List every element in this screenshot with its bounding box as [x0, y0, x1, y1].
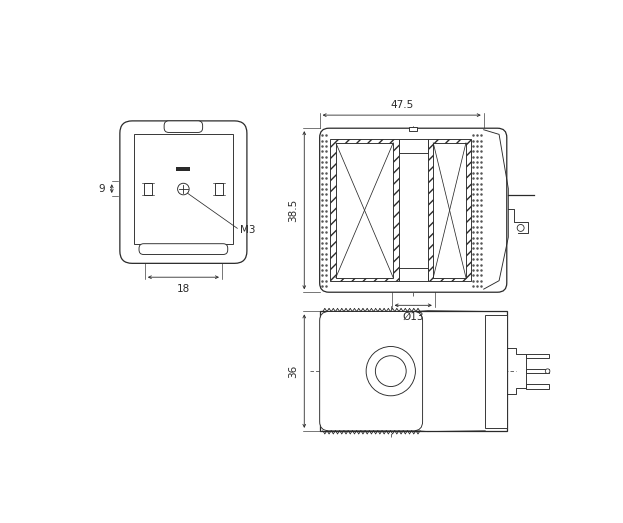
Circle shape — [517, 224, 524, 231]
Bar — [526, 384, 549, 389]
Text: 47.5: 47.5 — [390, 100, 413, 110]
Bar — [399, 139, 428, 153]
Circle shape — [178, 183, 189, 195]
Bar — [399, 268, 428, 281]
Text: Ø13: Ø13 — [402, 312, 424, 322]
Circle shape — [545, 369, 550, 373]
Bar — [134, 134, 232, 244]
Text: 36: 36 — [288, 365, 298, 378]
Bar — [526, 369, 549, 373]
FancyBboxPatch shape — [120, 121, 247, 264]
Text: 38.5: 38.5 — [288, 199, 298, 222]
Bar — [409, 128, 417, 131]
Bar — [526, 354, 549, 358]
Circle shape — [366, 347, 416, 396]
Bar — [336, 143, 393, 278]
FancyBboxPatch shape — [139, 244, 228, 255]
Bar — [330, 139, 399, 281]
Bar — [428, 139, 472, 281]
Bar — [320, 312, 506, 431]
Text: 9: 9 — [98, 184, 105, 194]
Bar — [144, 183, 152, 195]
Text: 18: 18 — [177, 284, 190, 294]
FancyBboxPatch shape — [320, 128, 506, 292]
Bar — [433, 143, 466, 278]
Bar — [485, 314, 506, 428]
Bar — [176, 167, 190, 172]
Bar — [215, 183, 222, 195]
Circle shape — [376, 356, 406, 386]
FancyBboxPatch shape — [320, 312, 422, 431]
FancyBboxPatch shape — [164, 121, 202, 132]
Text: M3: M3 — [240, 225, 256, 235]
